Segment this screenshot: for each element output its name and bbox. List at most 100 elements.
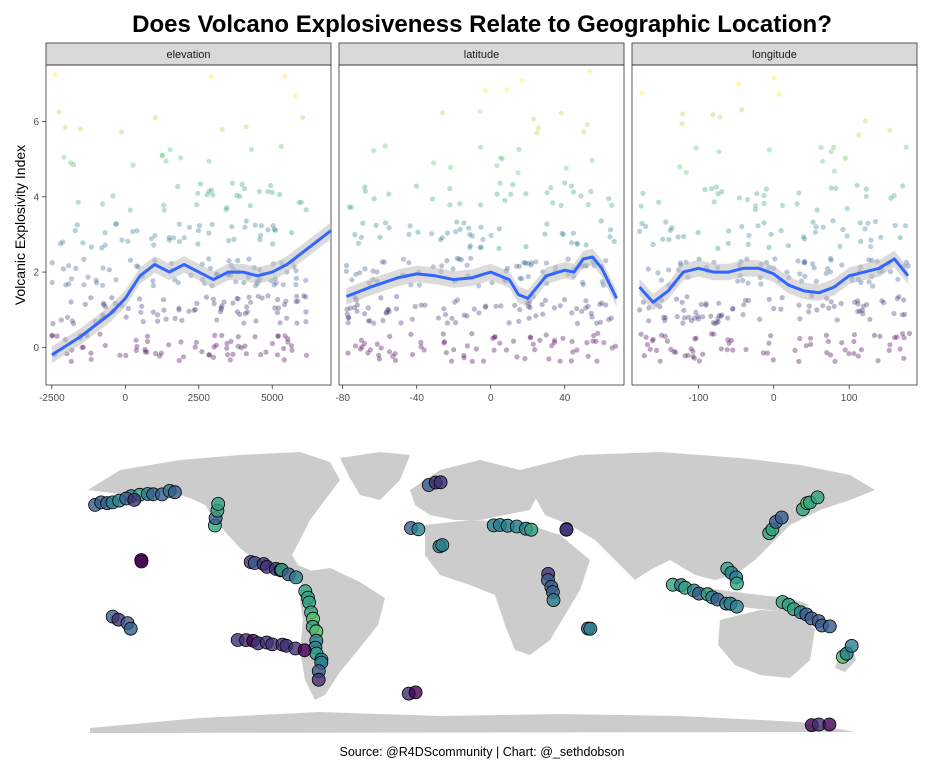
- data-point: [584, 340, 590, 346]
- data-point: [88, 350, 94, 356]
- data-point: [88, 356, 94, 362]
- volcano-marker: [583, 621, 598, 636]
- data-point: [537, 337, 543, 343]
- data-point: [544, 221, 550, 227]
- data-point: [714, 320, 720, 326]
- data-point: [203, 294, 210, 300]
- data-point: [776, 91, 782, 97]
- data-point: [813, 224, 819, 230]
- data-point: [525, 274, 531, 280]
- data-point: [818, 144, 824, 151]
- data-point: [79, 345, 85, 351]
- data-point: [690, 353, 696, 359]
- x-tick-label: 0: [488, 393, 494, 404]
- data-point: [855, 353, 862, 359]
- data-point: [99, 245, 105, 251]
- data-point: [457, 226, 463, 232]
- data-point: [74, 222, 80, 228]
- data-point: [669, 225, 675, 231]
- data-point: [133, 337, 139, 343]
- data-point: [600, 282, 607, 288]
- data-point: [212, 332, 218, 338]
- data-point: [842, 347, 848, 353]
- data-point: [752, 207, 758, 213]
- data-point: [273, 280, 279, 286]
- data-point: [370, 268, 376, 274]
- data-point: [498, 303, 504, 309]
- data-point: [852, 299, 858, 305]
- data-point: [376, 356, 382, 362]
- data-point: [272, 227, 278, 233]
- data-point: [343, 268, 349, 274]
- data-point: [161, 307, 167, 313]
- data-point: [275, 333, 281, 339]
- data-point: [543, 260, 550, 266]
- data-point: [589, 314, 595, 320]
- data-point: [441, 340, 447, 346]
- data-point: [144, 349, 150, 355]
- data-point: [150, 278, 156, 284]
- data-point: [376, 352, 382, 358]
- smooth-layer: [638, 250, 910, 311]
- data-point: [745, 280, 751, 286]
- data-point: [656, 199, 662, 205]
- data-point: [300, 114, 306, 120]
- x-tick-label: 0: [771, 393, 777, 404]
- data-point: [365, 350, 371, 356]
- data-point: [175, 280, 181, 286]
- data-point: [63, 282, 69, 288]
- data-point: [677, 164, 683, 170]
- data-point: [253, 318, 259, 324]
- data-point: [865, 220, 871, 226]
- data-point: [206, 256, 212, 262]
- data-point: [717, 114, 723, 120]
- data-point: [270, 241, 276, 247]
- data-point: [585, 303, 591, 309]
- data-point: [796, 190, 802, 196]
- data-point: [469, 331, 475, 337]
- data-point: [561, 297, 568, 303]
- data-point: [194, 300, 200, 306]
- data-point: [828, 149, 834, 155]
- data-point: [569, 338, 575, 345]
- data-point: [289, 229, 295, 236]
- data-point: [464, 262, 470, 268]
- data-point: [294, 320, 300, 326]
- data-point: [716, 312, 722, 319]
- data-point: [68, 160, 74, 166]
- data-point: [407, 223, 413, 229]
- data-point: [796, 358, 802, 364]
- data-point: [238, 345, 244, 351]
- data-point: [178, 339, 184, 345]
- data-point: [532, 347, 538, 353]
- data-point: [281, 357, 287, 363]
- data-point: [820, 303, 826, 309]
- data-point: [589, 157, 595, 163]
- data-point: [516, 263, 523, 269]
- data-point: [94, 280, 100, 286]
- data-point: [551, 305, 558, 311]
- data-point: [711, 199, 717, 205]
- data-point: [280, 282, 286, 288]
- data-point: [860, 311, 866, 317]
- data-point: [208, 187, 214, 193]
- x-axis: -80 -40 0 40: [335, 385, 571, 404]
- data-point: [248, 146, 255, 153]
- data-point: [138, 309, 144, 315]
- data-point: [257, 232, 264, 238]
- data-point: [746, 297, 752, 304]
- data-point: [851, 351, 857, 357]
- data-point: [837, 243, 843, 249]
- data-point: [533, 259, 539, 265]
- data-point: [207, 352, 213, 358]
- data-point: [521, 260, 527, 266]
- data-point: [151, 242, 157, 248]
- data-point: [497, 340, 503, 346]
- data-point: [285, 339, 291, 345]
- data-point: [234, 295, 240, 302]
- data-point: [766, 340, 772, 346]
- data-point: [493, 303, 499, 309]
- data-point: [452, 299, 458, 305]
- data-point: [768, 333, 774, 339]
- data-point: [703, 301, 709, 307]
